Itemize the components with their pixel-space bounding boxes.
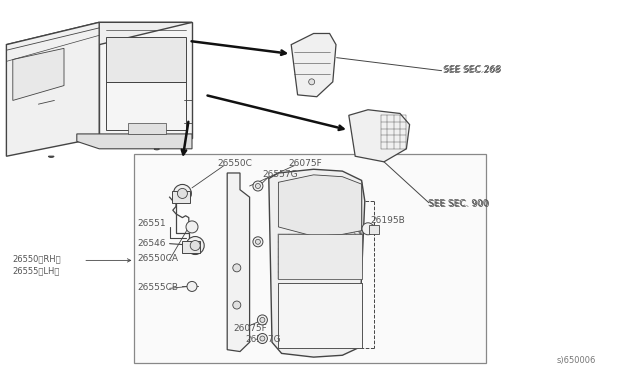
Circle shape	[362, 223, 374, 235]
Text: 26555CB: 26555CB	[138, 283, 179, 292]
Bar	[172, 191, 189, 203]
Polygon shape	[269, 169, 365, 357]
Circle shape	[260, 336, 265, 341]
Polygon shape	[291, 33, 336, 97]
Circle shape	[187, 282, 197, 291]
Text: 26555〈LH〉: 26555〈LH〉	[13, 266, 60, 275]
Circle shape	[260, 317, 265, 323]
Text: SEE SEC. 900: SEE SEC. 900	[429, 200, 490, 209]
Text: SEE SEC. 900: SEE SEC. 900	[428, 199, 488, 208]
Circle shape	[253, 237, 263, 247]
Circle shape	[255, 183, 260, 189]
Text: 26075F: 26075F	[288, 159, 322, 168]
Polygon shape	[278, 175, 362, 236]
Polygon shape	[128, 123, 166, 134]
Text: 26075F: 26075F	[234, 324, 268, 333]
Polygon shape	[278, 283, 362, 348]
Circle shape	[186, 221, 198, 233]
Circle shape	[233, 264, 241, 272]
Text: 26195B: 26195B	[370, 216, 404, 225]
Polygon shape	[6, 22, 99, 156]
Text: 26557G: 26557G	[262, 170, 298, 179]
Polygon shape	[106, 37, 186, 82]
Circle shape	[253, 181, 263, 191]
Polygon shape	[278, 234, 362, 279]
Circle shape	[257, 334, 268, 343]
Text: SEE SEC.268: SEE SEC.268	[443, 66, 500, 75]
Text: 26557G: 26557G	[245, 335, 281, 344]
Circle shape	[308, 79, 315, 85]
Polygon shape	[6, 22, 192, 45]
Text: 26550CA: 26550CA	[138, 254, 179, 263]
Bar	[134, 154, 486, 363]
Circle shape	[190, 241, 200, 250]
Circle shape	[255, 239, 260, 244]
Polygon shape	[349, 110, 410, 162]
Polygon shape	[13, 48, 64, 100]
Polygon shape	[227, 173, 250, 352]
Bar	[369, 225, 380, 234]
Text: 26550C: 26550C	[218, 159, 252, 168]
Circle shape	[177, 189, 188, 198]
Circle shape	[173, 185, 191, 202]
Circle shape	[257, 315, 268, 325]
Text: 26551: 26551	[138, 219, 166, 228]
Circle shape	[186, 237, 204, 254]
Circle shape	[233, 301, 241, 309]
Polygon shape	[77, 134, 192, 149]
Polygon shape	[154, 149, 159, 150]
Polygon shape	[155, 149, 159, 150]
Bar	[182, 241, 200, 253]
Polygon shape	[49, 156, 53, 157]
Text: SEE SEC.268: SEE SEC.268	[444, 65, 501, 74]
Text: s)650006: s)650006	[557, 356, 596, 365]
Polygon shape	[99, 22, 192, 138]
Polygon shape	[49, 156, 54, 157]
Text: 26546: 26546	[138, 239, 166, 248]
Text: 26550〈RH〉: 26550〈RH〉	[13, 254, 61, 263]
